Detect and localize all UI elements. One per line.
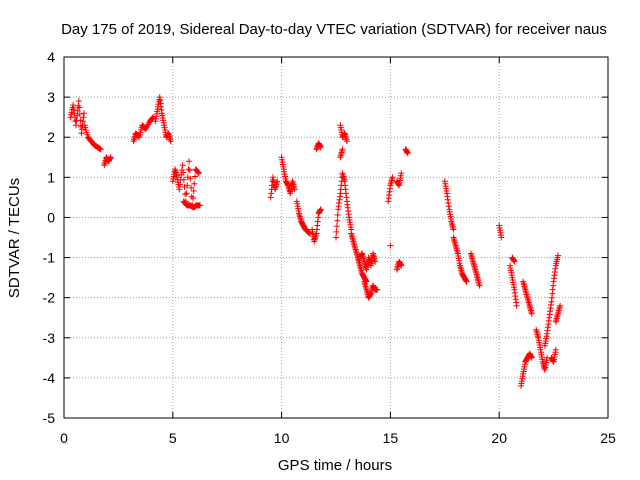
data-point xyxy=(333,223,340,230)
data-point xyxy=(334,217,341,224)
data-point xyxy=(192,173,198,180)
x-tick-label: 25 xyxy=(600,430,616,446)
data-point xyxy=(188,193,195,200)
data-point xyxy=(374,286,381,293)
data-point xyxy=(334,212,341,218)
data-point xyxy=(190,195,196,202)
data-point xyxy=(291,186,298,193)
data-point xyxy=(76,104,83,111)
data-point xyxy=(177,181,183,188)
data-point xyxy=(463,278,470,285)
data-point xyxy=(183,190,190,197)
data-point xyxy=(167,138,174,145)
data-point xyxy=(190,188,197,194)
data-point xyxy=(75,98,82,105)
y-tick-label: 4 xyxy=(47,49,55,65)
data-point xyxy=(180,169,187,176)
data-point xyxy=(513,302,520,309)
axis-ticks: -5 -4 -3 -2 -1 0 1 2 3 4 0 5 10 15 20 25 xyxy=(43,49,616,446)
data-point xyxy=(187,175,194,182)
y-axis-label: SDTVAR / TECUs xyxy=(6,178,23,298)
data-point xyxy=(387,242,394,249)
data-point xyxy=(333,234,339,241)
data-point xyxy=(476,282,483,289)
data-point xyxy=(180,176,187,183)
x-tick-label: 20 xyxy=(491,430,507,446)
data-point xyxy=(182,191,189,198)
data-point xyxy=(72,118,79,125)
data-point xyxy=(188,184,195,191)
data-point xyxy=(552,346,559,353)
chart-title: Day 175 of 2019, Sidereal Day-to-day VTE… xyxy=(61,21,607,38)
x-axis-label: GPS time / hours xyxy=(278,457,392,474)
data-point xyxy=(186,158,193,165)
data-point xyxy=(317,144,324,151)
y-tick-label: 0 xyxy=(47,209,55,225)
data-point xyxy=(404,150,411,157)
x-tick-label: 15 xyxy=(383,430,399,446)
data-point xyxy=(274,178,281,185)
data-point xyxy=(528,310,535,317)
data-point xyxy=(339,146,346,153)
data-point xyxy=(450,226,457,233)
data-point xyxy=(81,110,87,117)
data-point xyxy=(343,138,350,145)
data-point xyxy=(184,182,191,189)
data-point xyxy=(97,146,104,153)
data-point xyxy=(317,206,324,213)
data-points xyxy=(67,94,564,389)
data-point xyxy=(186,167,193,174)
data-point xyxy=(195,170,202,177)
data-point xyxy=(498,234,505,241)
data-point xyxy=(555,252,561,259)
x-tick-label: 0 xyxy=(60,430,68,446)
data-point xyxy=(398,262,405,269)
plot-frame xyxy=(63,56,609,419)
data-point xyxy=(372,258,379,265)
data-point xyxy=(511,258,518,265)
y-tick-label: 1 xyxy=(47,169,55,185)
data-point xyxy=(78,126,85,133)
data-point xyxy=(70,102,77,109)
data-point xyxy=(76,111,83,117)
data-point xyxy=(528,354,535,361)
data-point xyxy=(191,180,198,187)
data-point xyxy=(195,169,202,176)
y-tick-label: -2 xyxy=(43,290,56,306)
data-point xyxy=(389,174,396,181)
y-tick-label: -4 xyxy=(43,370,56,386)
data-point xyxy=(185,166,192,173)
y-tick-label: 2 xyxy=(47,129,55,145)
y-tick-label: -5 xyxy=(43,410,56,426)
y-tick-label: 3 xyxy=(47,89,55,105)
x-tick-label: 10 xyxy=(274,430,290,446)
data-point xyxy=(107,154,114,161)
x-tick-label: 5 xyxy=(169,430,177,446)
grid xyxy=(64,57,608,418)
data-point xyxy=(149,115,156,121)
data-point xyxy=(333,228,340,235)
data-point xyxy=(179,162,186,169)
y-tick-label: -3 xyxy=(43,330,56,346)
data-point xyxy=(197,202,203,209)
y-tick-label: -1 xyxy=(43,250,56,266)
data-point xyxy=(557,302,564,309)
data-point xyxy=(70,106,77,113)
data-point xyxy=(176,186,183,193)
data-point xyxy=(398,170,405,177)
data-point xyxy=(77,117,84,124)
